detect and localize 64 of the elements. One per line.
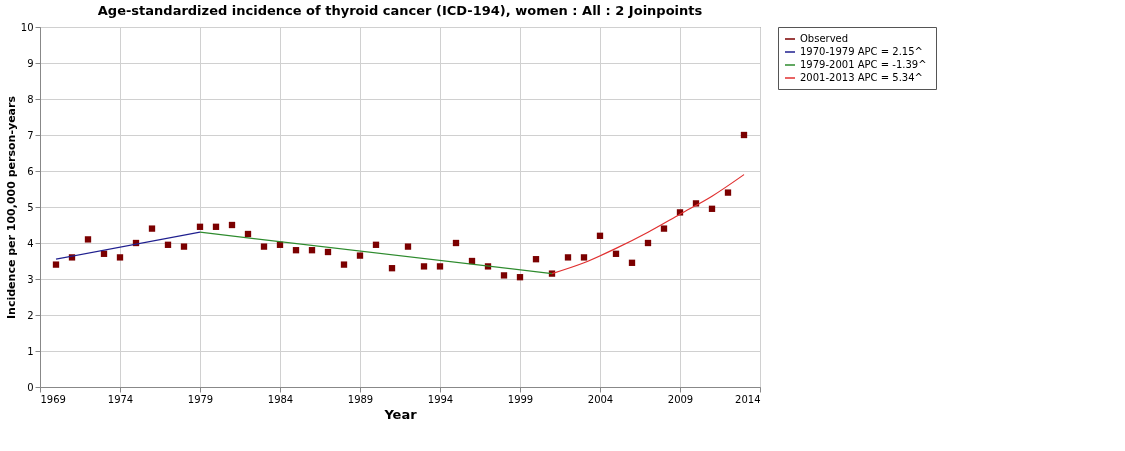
y-tick-label: 6 [27,165,34,177]
point [164,241,172,248]
x-tick-label: 1989 [347,393,374,405]
point [564,254,572,261]
y-tick-label: 3 [27,273,34,285]
x-tick-label: 1994 [427,393,454,405]
y-tick-label: 7 [27,129,34,141]
x-axis-title: Year [383,406,418,422]
point [228,221,236,229]
point [180,243,188,250]
point [84,236,92,243]
point [340,261,348,268]
point [308,247,316,254]
x-tick-label: 1984 [267,393,294,405]
legend-label: Observed [800,33,849,44]
point [740,131,748,139]
point [260,243,268,250]
y-axis-title: Incidence per 100,000 person-years [4,95,18,319]
point [724,189,732,196]
point [644,239,652,247]
point [196,223,204,230]
x-tick-label: 2009 [667,393,694,405]
point [580,254,588,261]
x-tick-label: 1999 [507,393,534,405]
point [628,259,636,266]
point [708,205,716,212]
point [324,248,332,256]
point [516,274,524,281]
y-tick-label: 10 [20,21,34,33]
point [356,252,364,259]
y-tick-label: 5 [27,201,34,213]
x-tick-label: 1974 [107,393,134,405]
point [452,239,460,247]
x-tick-label: 2014 [735,393,761,405]
legend-label: 2001-2013 APC = 5.34^ [800,72,923,83]
point [116,254,124,261]
y-tick-label: 8 [27,93,34,105]
x-tick-label: 1979 [187,393,214,405]
point [212,223,220,230]
y-tick-label: 1 [27,345,34,357]
x-tick-label: 1969 [40,393,66,405]
point [100,250,108,257]
legend-label: 1970-1979 APC = 2.15^ [800,46,923,57]
y-tick-label: 2 [27,309,34,321]
point [596,232,604,239]
point [612,250,620,257]
point [292,247,300,254]
point [148,225,156,232]
point [372,241,380,248]
point [500,272,508,279]
legend-label: 1979-2001 APC = -1.39^ [800,59,927,70]
point [532,256,540,263]
y-tick-label: 9 [27,57,34,69]
y-tick-label: 4 [27,237,34,249]
point [388,265,396,272]
point [52,261,60,268]
point [420,263,428,270]
y-tick-label: 0 [27,381,34,393]
point [436,263,444,270]
point [660,225,668,232]
x-tick-label: 2004 [587,393,614,405]
point [404,243,412,250]
point [244,230,252,238]
chart-title: Age-standardized incidence of thyroid cancer (ICD-194), women : All : 2 Joinpoints [97,3,703,18]
